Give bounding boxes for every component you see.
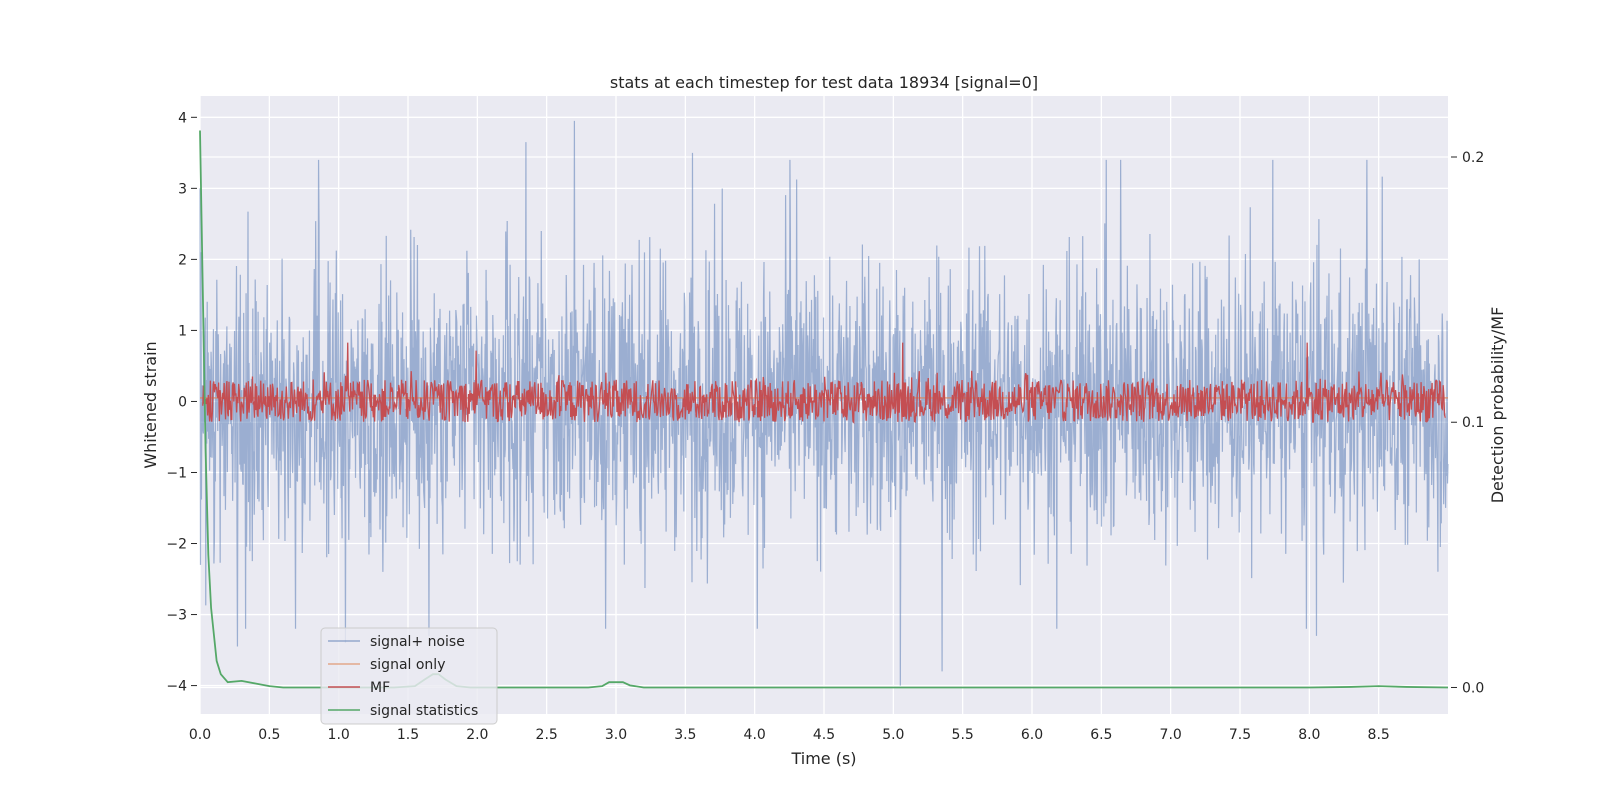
- x-tick-label: 3.0: [605, 727, 627, 743]
- x-tick-label: 5.0: [882, 727, 904, 743]
- x-tick-label: 2.0: [466, 727, 488, 743]
- y-tick-label: −2: [166, 537, 187, 553]
- x-tick-label: 3.5: [674, 727, 696, 743]
- x-tick-label: 2.5: [536, 727, 558, 743]
- series-mf-line: [202, 342, 1446, 425]
- y-tick-label: −4: [166, 679, 187, 695]
- x-tick-label: 7.0: [1160, 727, 1182, 743]
- legend-box: [320, 627, 498, 725]
- x-tick-label: 0.0: [189, 727, 211, 743]
- y-tick-label: 1: [178, 323, 187, 339]
- x-tick-label: 7.5: [1229, 727, 1251, 743]
- left-axis-ticks: 4 3 2 1 0 −1 −2 −3 −4: [166, 110, 197, 695]
- x-tick-label: 8.5: [1368, 727, 1390, 743]
- x-axis-label: Time (s): [790, 749, 856, 768]
- x-tick-label: 6.0: [1021, 727, 1043, 743]
- legend: signal+ noise signal only MF signal stat…: [320, 627, 498, 725]
- y-tick-label: 3: [178, 181, 187, 197]
- legend-label-signal-only: signal only: [370, 657, 445, 673]
- y2-tick-label: 0.1: [1462, 415, 1484, 431]
- y-tick-label: −3: [166, 608, 187, 624]
- series-noise-line: [199, 120, 1449, 686]
- chart-title: stats at each timestep for test data 189…: [610, 73, 1038, 92]
- y2-tick-label: 0.0: [1462, 680, 1484, 696]
- x-tick-label: 5.5: [952, 727, 974, 743]
- y-tick-label: 0: [178, 394, 187, 410]
- x-tick-label: 6.5: [1090, 727, 1112, 743]
- y-axis-label: Whitened strain: [141, 341, 160, 468]
- y-tick-label: 2: [178, 252, 187, 268]
- y-tick-label: −1: [166, 465, 187, 481]
- legend-label-noise: signal+ noise: [370, 634, 465, 650]
- x-tick-label: 0.5: [258, 727, 280, 743]
- x-axis-ticks: 0.0 0.5 1.0 1.5 2.0 2.5 3.0 3.5 4.0 4.5 5.0 5.5 6.0 6…: [189, 727, 1390, 743]
- y2-axis-label: Detection probability/MF: [1488, 307, 1507, 504]
- x-tick-label: 1.0: [328, 727, 350, 743]
- x-tick-label: 4.0: [744, 727, 766, 743]
- y-tick-label: 4: [178, 110, 187, 126]
- legend-label-stat: signal statistics: [370, 703, 478, 719]
- x-tick-label: 4.5: [813, 727, 835, 743]
- y2-tick-label: 0.2: [1462, 150, 1484, 166]
- x-tick-label: 8.0: [1298, 727, 1320, 743]
- right-axis-ticks: 0.2 0.1 0.0: [1451, 150, 1484, 696]
- legend-label-mf: MF: [370, 680, 390, 696]
- x-tick-label: 1.5: [397, 727, 419, 743]
